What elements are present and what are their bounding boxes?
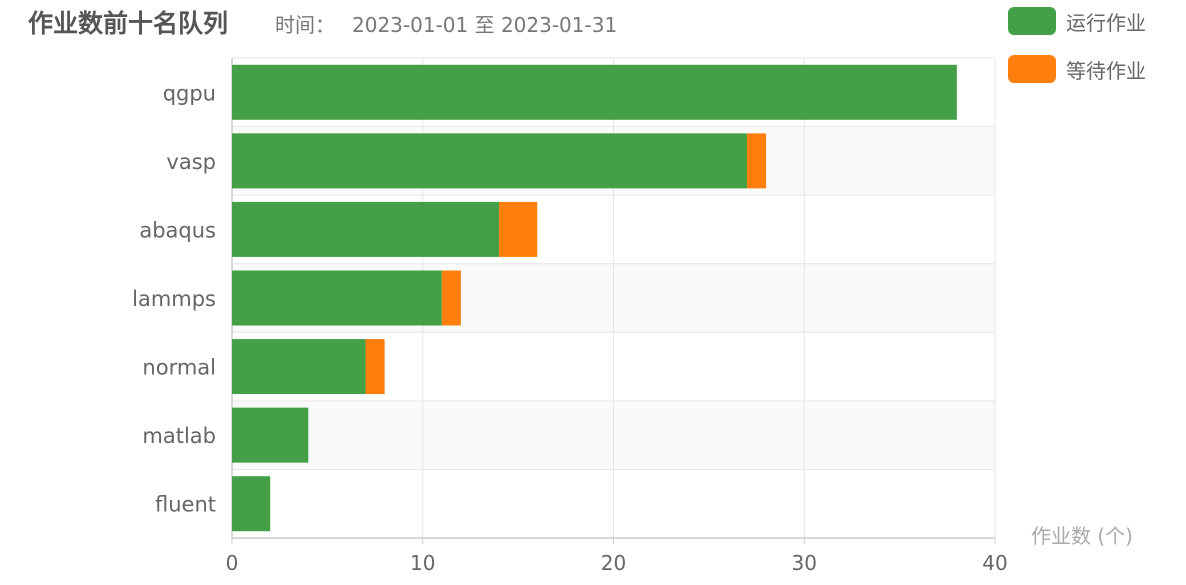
x-tick-label: 40 (982, 551, 1007, 575)
bar-running (232, 64, 957, 120)
y-tick-label: vasp (166, 150, 216, 174)
time-label: 时间： (275, 13, 335, 37)
bar-waiting (441, 270, 461, 326)
x-axis-title: 作业数 (个) (1031, 524, 1133, 548)
y-tick-label: lammps (132, 287, 216, 311)
legend-swatch-waiting (1008, 55, 1056, 83)
legend-swatch-running (1008, 7, 1056, 35)
x-tick-label: 0 (226, 551, 239, 575)
x-tick-label: 20 (601, 551, 626, 575)
time-range: 2023-01-01 至 2023-01-31 (352, 13, 618, 37)
bar-running (232, 476, 271, 532)
legend: 运行作业 等待作业 (1008, 6, 1146, 102)
y-tick-label: normal (142, 356, 216, 380)
chart-title: 作业数前十名队列 (28, 9, 229, 38)
bar-running (232, 270, 442, 326)
legend-item-waiting[interactable]: 等待作业 (1008, 54, 1146, 84)
y-tick-label: matlab (142, 424, 216, 448)
bar-running (232, 133, 748, 189)
bar-running (232, 201, 500, 257)
y-tick-label: abaqus (139, 218, 216, 242)
y-tick-label: fluent (155, 493, 216, 517)
bar-waiting (365, 339, 385, 395)
x-tick-label: 30 (792, 551, 817, 575)
bar-running (232, 407, 309, 463)
bar-waiting (747, 133, 767, 189)
y-tick-label: qgpu (163, 81, 216, 105)
legend-item-running[interactable]: 运行作业 (1008, 6, 1146, 36)
bar-waiting (499, 201, 538, 257)
bar-running (232, 339, 366, 395)
x-tick-label: 10 (410, 551, 435, 575)
legend-label-running: 运行作业 (1066, 10, 1146, 35)
legend-label-waiting: 等待作业 (1066, 58, 1146, 83)
